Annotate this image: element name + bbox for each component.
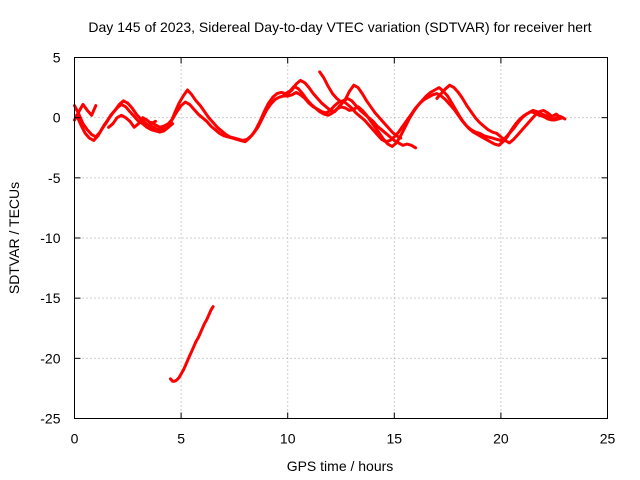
grid bbox=[74, 57, 608, 419]
y-tick-label: -10 bbox=[40, 230, 60, 246]
y-tick-label: -25 bbox=[40, 411, 60, 427]
x-tick-label: 10 bbox=[280, 431, 296, 447]
chart-title: Day 145 of 2023, Sidereal Day-to-day VTE… bbox=[88, 19, 591, 35]
data-series bbox=[73, 70, 567, 383]
y-tick-label: 5 bbox=[53, 50, 61, 66]
series-track-1 bbox=[73, 102, 175, 139]
x-axis-label: GPS time / hours bbox=[287, 458, 394, 474]
series-track-7 bbox=[286, 78, 418, 150]
y-tick-label: -20 bbox=[40, 350, 60, 366]
series-track-9 bbox=[435, 83, 563, 145]
series-track-5 bbox=[147, 84, 565, 148]
x-tick-label: 5 bbox=[177, 431, 185, 447]
y-axis-label: SDTVAR / TECUs bbox=[6, 182, 22, 294]
x-tick-label: 25 bbox=[600, 431, 616, 447]
x-tick-label: 15 bbox=[387, 431, 403, 447]
axis-ticks: 0 5 10 15 20 25 5 0 -5 -10 -15 -20 -25 bbox=[40, 50, 615, 447]
x-tick-label: 20 bbox=[493, 431, 509, 447]
series-track-2 bbox=[73, 102, 98, 122]
x-tick-label: 0 bbox=[71, 431, 79, 447]
y-tick-label: -5 bbox=[48, 170, 61, 186]
series-track-8 bbox=[318, 70, 403, 140]
series-track-10 bbox=[168, 305, 215, 383]
series-track-6 bbox=[149, 90, 567, 144]
y-tick-label: -15 bbox=[40, 290, 60, 306]
series-track-4 bbox=[107, 113, 157, 129]
y-tick-label: 0 bbox=[53, 110, 61, 126]
